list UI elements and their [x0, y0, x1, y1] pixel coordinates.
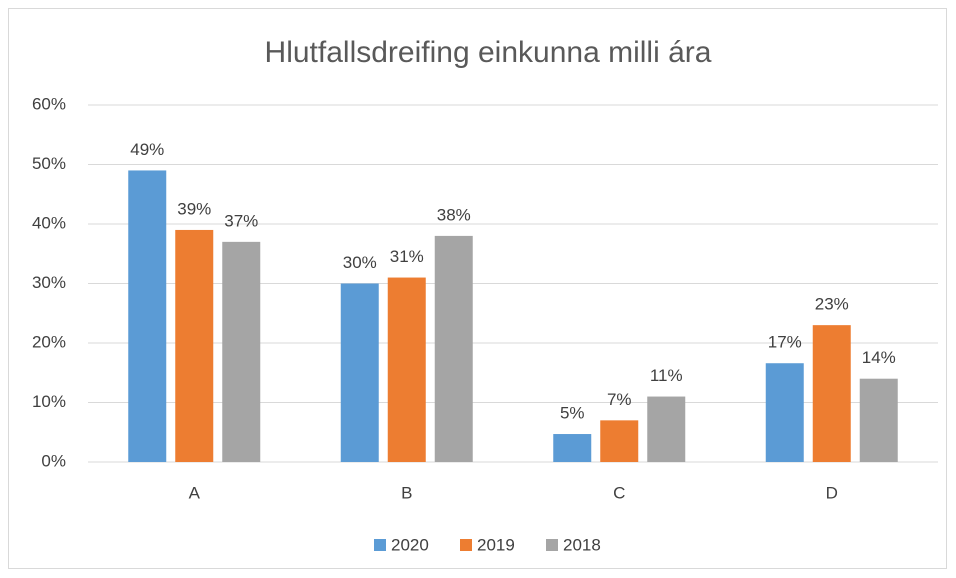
- bar: [765, 363, 804, 462]
- legend-swatch: [460, 539, 472, 551]
- data-label: 30%: [343, 253, 377, 272]
- data-label: 37%: [224, 211, 258, 230]
- legend-label: 2018: [563, 535, 601, 554]
- x-tick-label: A: [189, 483, 201, 502]
- bar: [859, 378, 898, 462]
- data-label: 17%: [768, 333, 802, 352]
- data-label: 23%: [815, 295, 849, 314]
- y-tick-label: 50%: [32, 154, 66, 173]
- y-tick-label: 20%: [32, 332, 66, 351]
- y-tick-label: 60%: [32, 94, 66, 113]
- data-label: 39%: [177, 199, 211, 218]
- data-label: 31%: [390, 247, 424, 266]
- data-label: 5%: [560, 404, 585, 423]
- bar: [553, 434, 592, 462]
- legend-label: 2019: [477, 535, 515, 554]
- bar: [128, 170, 167, 462]
- bar: [222, 241, 261, 462]
- data-label: 49%: [130, 140, 164, 159]
- bar: [600, 420, 639, 462]
- x-tick-label: D: [826, 483, 838, 502]
- legend-swatch: [546, 539, 558, 551]
- data-label: 11%: [650, 366, 683, 385]
- bar: [647, 396, 686, 462]
- x-tick-label: C: [613, 483, 625, 502]
- bar: [387, 277, 426, 462]
- bar: [812, 325, 851, 462]
- legend-label: 2020: [391, 535, 429, 554]
- x-tick-label: B: [401, 483, 412, 502]
- bar: [340, 283, 379, 462]
- y-tick-label: 30%: [32, 273, 66, 292]
- y-tick-label: 10%: [32, 392, 66, 411]
- chart-title: Hlutfallsdreifing einkunna milli ára: [265, 36, 712, 69]
- legend-swatch: [374, 539, 386, 551]
- y-tick-label: 40%: [32, 213, 66, 232]
- bar: [175, 229, 214, 462]
- y-tick-label: 0%: [41, 451, 66, 470]
- bar: [434, 235, 473, 462]
- data-label: 14%: [862, 348, 896, 367]
- data-label: 7%: [607, 390, 632, 409]
- data-label: 38%: [437, 205, 471, 224]
